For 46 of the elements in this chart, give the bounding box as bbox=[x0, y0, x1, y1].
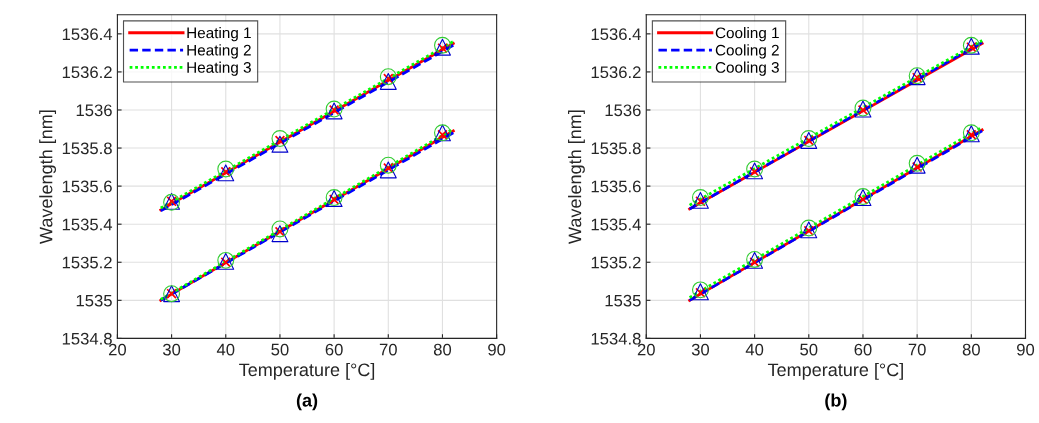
x-tick-label: 40 bbox=[745, 343, 764, 356]
y-tick-label: 1536.4 bbox=[591, 28, 641, 41]
x-tick-label: 30 bbox=[162, 343, 181, 356]
x-tick-label: 50 bbox=[800, 343, 818, 356]
x-tick-label: 80 bbox=[962, 343, 980, 356]
x-tick-label: 20 bbox=[108, 343, 127, 356]
y-tick-label: 1536.2 bbox=[591, 66, 641, 79]
y-tick-label: 1535.6 bbox=[591, 180, 641, 193]
x-tick-label: 80 bbox=[433, 343, 452, 356]
x-axis-title: Temperature [°C] bbox=[767, 362, 903, 380]
legend-label: Cooling 1 bbox=[715, 27, 779, 42]
x-tick-label: 70 bbox=[379, 343, 397, 356]
x-tick-label: 60 bbox=[854, 343, 872, 356]
y-tick-label: 1535.8 bbox=[62, 142, 112, 155]
y-tick-label: 1535 bbox=[76, 294, 112, 307]
x-tick-label: 40 bbox=[216, 343, 235, 356]
y-tick-label: 1535.2 bbox=[62, 256, 112, 269]
y-tick-label: 1536 bbox=[76, 104, 112, 117]
x-axis-title: Temperature [°C] bbox=[239, 362, 375, 380]
legend-label: Cooling 2 bbox=[715, 44, 779, 59]
x-tick-label: 90 bbox=[488, 343, 506, 356]
x-tick-label: 90 bbox=[1017, 343, 1035, 356]
y-tick-label: 1534.8 bbox=[591, 332, 641, 345]
text: (b) bbox=[825, 393, 847, 411]
text: (a) bbox=[296, 393, 318, 411]
y-tick-label: 1535.4 bbox=[591, 218, 641, 231]
legend-label: Heating 3 bbox=[187, 61, 251, 76]
x-tick-label: 50 bbox=[271, 343, 289, 356]
y-tick-label: 1534.8 bbox=[62, 332, 112, 345]
y-tick-label: 1536.4 bbox=[62, 28, 113, 41]
y-tick-label: 1536.2 bbox=[62, 66, 112, 79]
x-tick-label: 30 bbox=[691, 343, 710, 356]
legend-label: Heating 1 bbox=[187, 27, 251, 42]
y-tick-label: 1535.6 bbox=[62, 180, 112, 193]
x-tick-label: 60 bbox=[325, 343, 343, 356]
legend-label: Heating 2 bbox=[187, 44, 251, 59]
y-tick-label: 1535.4 bbox=[62, 218, 113, 231]
y-tick-label: 1535.8 bbox=[591, 142, 641, 155]
y-tick-label: 1535 bbox=[605, 294, 641, 307]
x-tick-label: 70 bbox=[908, 343, 926, 356]
y-tick-label: 1536 bbox=[605, 104, 641, 117]
y-tick-label: 1535.2 bbox=[591, 256, 641, 269]
y-axis-title: Wavelength [nm] bbox=[39, 110, 57, 244]
x-tick-label: 20 bbox=[637, 343, 655, 356]
legend-label: Cooling 3 bbox=[715, 61, 779, 76]
y-axis-title: Wavelength [nm] bbox=[568, 110, 585, 244]
